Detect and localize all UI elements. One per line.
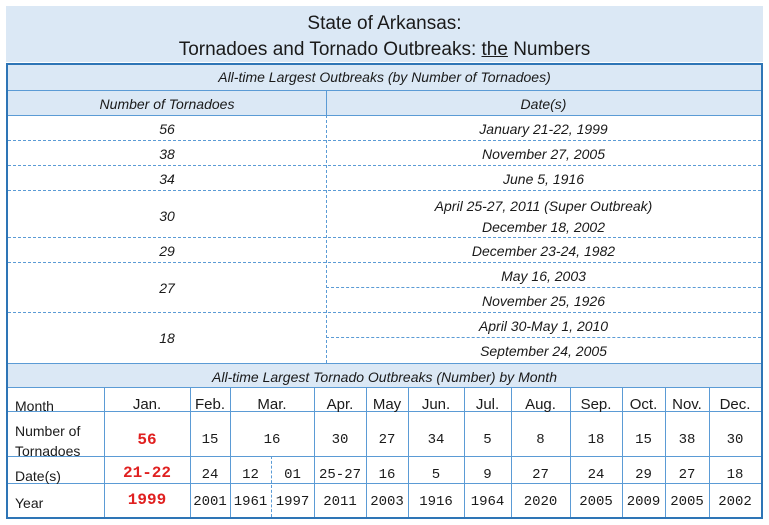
outbreak-date: November 27, 2005 (482, 146, 605, 162)
date-cell: 27 (532, 467, 549, 483)
outbreak-date: April 30-May 1, 2010 (478, 318, 609, 334)
tornado-count-cell: 15 (635, 432, 652, 448)
year-cell: 1999 (127, 491, 167, 509)
outbreak-count: 38 (159, 146, 175, 162)
tornado-count-cell: 18 (587, 432, 605, 448)
month-cell: Nov. (672, 396, 702, 413)
row-label-dates: Date(s) (15, 468, 61, 484)
tornado-count-cell: 30 (331, 432, 349, 448)
month-cell: May (372, 396, 402, 413)
page-title-line1: State of Arkansas: (307, 13, 462, 34)
tornado-count-cell: 38 (678, 432, 696, 448)
tornado-count-cell: 27 (378, 432, 396, 448)
column-header-count: Number of Tornadoes (99, 96, 235, 112)
tornado-count-cell: 5 (483, 432, 492, 448)
year-cell: 2020 (523, 494, 558, 510)
month-cell: Jun. (421, 396, 451, 413)
year-cell: 2003 (370, 494, 404, 510)
month-cell: Dec. (719, 396, 751, 413)
section2-title: All-time Largest Tornado Outbreaks (Numb… (212, 369, 557, 385)
month-cell: Aug. (525, 396, 556, 413)
outbreak-date: September 24, 2005 (480, 343, 607, 359)
tornado-count-cell: 34 (427, 432, 445, 448)
tornado-count-cell: 15 (201, 432, 219, 448)
month-cell: Mar. (257, 396, 287, 413)
date-cell: 18 (726, 467, 744, 483)
outbreak-date: December 23-24, 1982 (471, 243, 616, 259)
month-cell: Apr. (326, 396, 354, 413)
month-cell: Jan. (132, 396, 162, 413)
year-cell: 2011 (323, 494, 357, 510)
date-cell: 21-22 (122, 464, 171, 482)
date-cell: 9 (483, 467, 492, 483)
tornado-count-cell: 8 (536, 432, 545, 448)
outbreak-date: December 18, 2002 (482, 219, 605, 235)
outbreak-date: May 16, 2003 (501, 268, 586, 284)
outbreak-date: January 21-22, 1999 (479, 121, 608, 137)
year-cell: 2009 (626, 494, 661, 510)
outbreak-count: 18 (159, 330, 175, 346)
month-cell: Feb. (194, 396, 225, 413)
tornado-count-cell: 16 (263, 432, 281, 448)
outbreak-date: April 25-27, 2011 (Super Outbreak) (434, 198, 653, 214)
column-header-dates: Date(s) (520, 96, 567, 112)
section2-header-band (8, 364, 761, 387)
outbreak-count: 34 (159, 171, 175, 187)
section1-title: All-time Largest Outbreaks (by Number of… (218, 69, 551, 85)
date-cell: 16 (378, 467, 396, 483)
date-cell: 5 (431, 467, 441, 483)
year-cell: 1964 (470, 494, 505, 510)
outbreak-count: 29 (159, 243, 175, 259)
page-header: State of Arkansas: Tornadoes and Tornado… (6, 6, 763, 62)
year-cell: 1916 (419, 494, 453, 510)
date-cell: 24 (201, 467, 219, 483)
outbreak-date: November 25, 1926 (482, 293, 605, 309)
date-cell: 24 (587, 467, 605, 483)
date-cell: 25-27 (318, 467, 361, 483)
year-cell: 2005 (579, 494, 613, 510)
page-title-line2: Tornadoes and Tornado Outbreaks: the Num… (178, 39, 591, 60)
outbreak-count: 27 (159, 280, 175, 296)
year-cell: 2005 (670, 494, 704, 510)
outbreak-count: 30 (159, 208, 175, 224)
row-label-year: Year (15, 495, 44, 511)
tornado-count-cell: 56 (137, 431, 157, 449)
year-cell: 1961 (233, 494, 268, 510)
date-cell: 29 (635, 467, 652, 483)
date-cell: 12 (242, 467, 259, 483)
date-cell: 01 (284, 467, 301, 483)
data-table: All-time Largest Outbreaks (by Number of… (6, 63, 763, 519)
year-cell: 2001 (193, 494, 227, 510)
month-cell: Jul. (475, 396, 500, 413)
month-cell: Sep. (580, 396, 612, 413)
month-cell: Oct. (629, 396, 658, 413)
row-label-tornadoes-1: Number of (15, 423, 81, 439)
outbreak-date: June 5, 1916 (503, 171, 584, 187)
year-cell: 2002 (718, 494, 752, 510)
year-cell: 1997 (275, 494, 310, 510)
row-label-tornadoes-2: Tornadoes (15, 443, 81, 459)
outbreak-count: 56 (159, 121, 175, 137)
date-cell: 27 (678, 467, 696, 483)
tornado-count-cell: 30 (726, 432, 744, 448)
row-label-month: Month (15, 398, 54, 414)
